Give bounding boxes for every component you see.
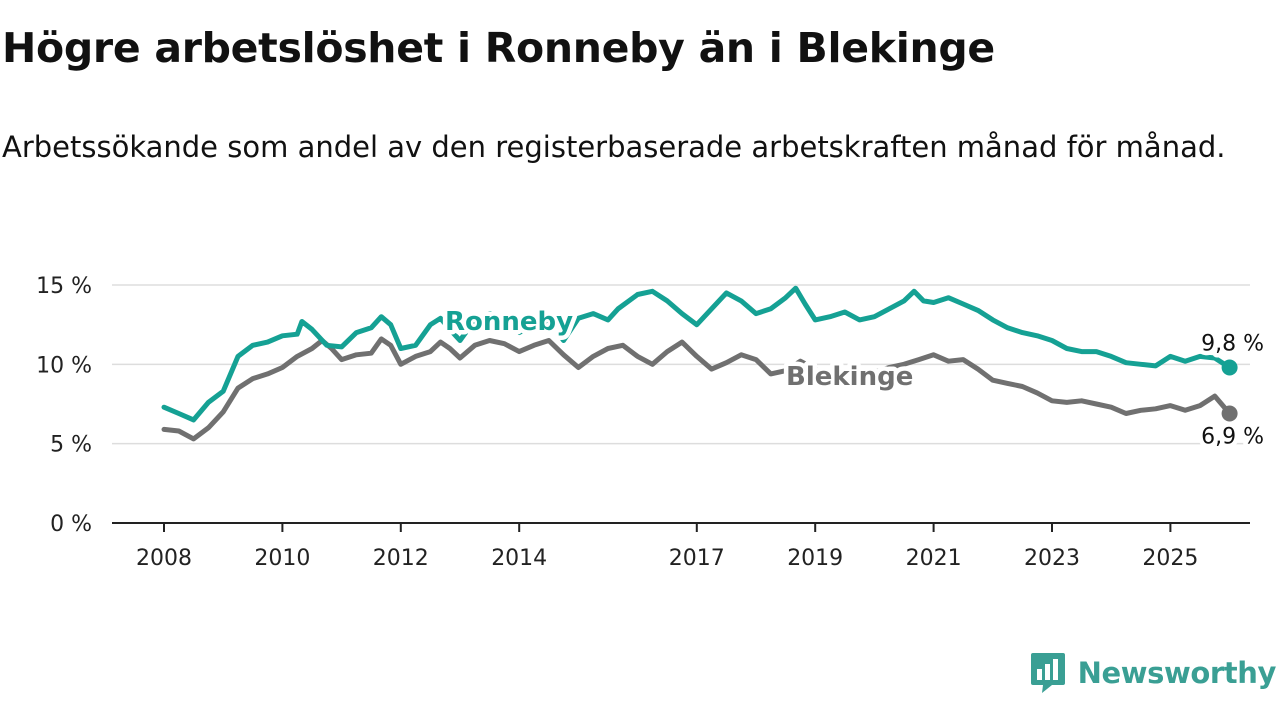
brand-name: Newsworthy xyxy=(1077,656,1277,690)
end-point-blekinge xyxy=(1221,405,1238,422)
x-tick-label: 2010 xyxy=(254,546,310,571)
x-tick-label: 2014 xyxy=(491,546,547,571)
end-label-ronneby: 9,8 %9,8 % xyxy=(1197,327,1269,361)
end-label-ronneby-halo: 9,8 % xyxy=(1201,332,1264,357)
x-tick-label: 2019 xyxy=(787,546,843,571)
series-group xyxy=(161,285,1238,442)
brand: Newsworthy xyxy=(1030,651,1276,695)
y-tick-label: 15 % xyxy=(36,274,92,299)
gridlines xyxy=(112,284,1250,445)
x-tick-label: 2021 xyxy=(906,546,962,571)
end-point-ronneby xyxy=(1221,359,1238,376)
chart-subtitle: Arbetssökande som andel av den registerb… xyxy=(2,130,1226,164)
y-tick-label: 10 % xyxy=(36,353,92,378)
x-tick-label: 2023 xyxy=(1024,546,1080,571)
y-axis-ticks: 0 % 5 % 10 % 15 % xyxy=(36,274,92,537)
x-axis-ticks: 2008 2010 2012 2014 2017 2019 2021 2023 2025 xyxy=(136,523,1198,571)
end-label-ronneby-text: 9,8 % xyxy=(1201,332,1264,357)
series-line-ronneby xyxy=(161,285,1233,423)
end-label-blekinge-text: 6,9 % xyxy=(1201,425,1264,450)
series-label-ronneby-halo: Ronneby xyxy=(445,307,573,337)
x-tick-label: 2012 xyxy=(373,546,429,571)
newsworthy-logo-icon xyxy=(1030,653,1065,693)
series-label-blekinge-halo: Blekinge xyxy=(786,362,913,392)
chart-title: Högre arbetslöshet i Ronneby än i Blekin… xyxy=(2,24,995,72)
x-tick-label: 2025 xyxy=(1142,546,1198,571)
end-label-blekinge: 6,9 %6,9 % xyxy=(1197,420,1269,454)
series-line-blekinge xyxy=(161,336,1233,442)
y-tick-label: 0 % xyxy=(50,512,92,537)
series-label-ronneby-text: Ronneby xyxy=(445,307,573,337)
series-label-blekinge-text: Blekinge xyxy=(786,362,913,392)
y-tick-label: 5 % xyxy=(50,433,92,458)
x-tick-label: 2017 xyxy=(669,546,725,571)
x-tick-label: 2008 xyxy=(136,546,192,571)
end-label-blekinge-halo: 6,9 % xyxy=(1201,425,1264,450)
